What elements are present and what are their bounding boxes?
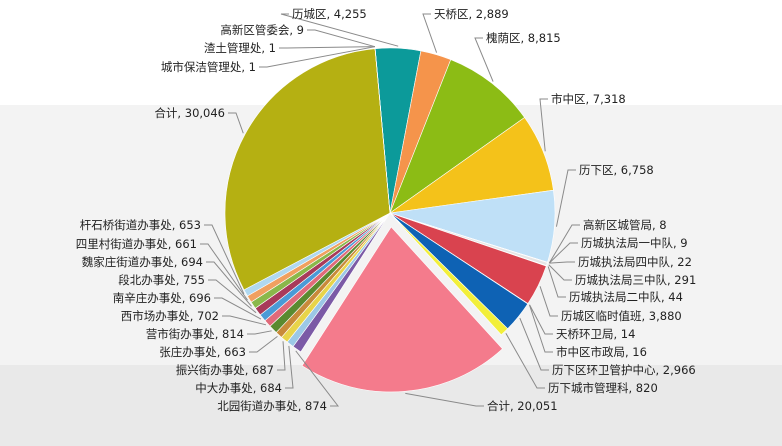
slice-label: 历城区临时值班, 3,880 [561, 309, 682, 323]
slice-label: 西市场办事处, 702 [121, 309, 219, 323]
slice-label: 合计, 20,051 [487, 399, 558, 413]
leader-line [204, 224, 245, 295]
leader-line [249, 335, 278, 353]
slice-label: 杆石桥街道办事处, 653 [80, 218, 201, 232]
slice-label: 段北办事处, 755 [118, 273, 205, 287]
leader-line [295, 350, 340, 407]
slice-labels: 历城区, 4,255 天桥区, 2,889 槐荫区, 8,815 市中区, 7,318… [76, 7, 697, 413]
slice-label: 历城执法局二中队, 44 [569, 290, 683, 304]
slice-label: 天桥区, 2,889 [434, 7, 509, 21]
slice-label: 南辛庄办事处, 696 [113, 291, 211, 305]
slice-label: 历城执法局四中队, 22 [578, 255, 692, 269]
leader-line [208, 279, 257, 314]
pie-slices [224, 47, 556, 393]
leader-line [549, 261, 575, 264]
leader-line [547, 266, 566, 298]
pie-slice[interactable] [301, 226, 503, 393]
leader-line [519, 317, 549, 371]
leader-line [405, 392, 484, 407]
slice-label: 历下城市管理科, 820 [548, 381, 658, 395]
leader-line [277, 341, 286, 371]
leader-line [422, 13, 438, 53]
leader-line [548, 264, 572, 281]
slice-label: 振兴街办事处, 687 [176, 363, 274, 377]
leader-line [228, 112, 244, 134]
leader-line [222, 315, 267, 326]
leader-line [528, 304, 553, 353]
slice-label: 槐荫区, 8,815 [486, 31, 561, 45]
leader-line [529, 304, 553, 335]
leader-line [539, 286, 558, 317]
leader-line [214, 297, 262, 320]
slice-label: 魏家庄街道办事处, 694 [82, 255, 203, 269]
leader-line [247, 330, 272, 335]
leader-lines [200, 13, 580, 407]
slice-label: 历下区环卫管护中心, 2,966 [552, 363, 696, 377]
slice-label: 张庄办事处, 663 [159, 345, 246, 359]
slice-label: 高新区管委会, 9 [220, 23, 304, 37]
slice-label: 四里村街道办事处, 661 [76, 237, 197, 251]
leader-line [505, 333, 545, 389]
slice-label: 北园街道办事处, 874 [217, 399, 327, 413]
leader-line [555, 169, 576, 227]
pie-slice[interactable] [389, 59, 525, 214]
pie-slice[interactable] [374, 48, 391, 214]
pie-slice[interactable] [224, 48, 391, 291]
slice-label: 合计, 30,046 [154, 106, 225, 120]
leader-line [549, 242, 578, 264]
slice-label: 市中区, 7,318 [551, 92, 626, 106]
leader-line [206, 261, 252, 307]
slice-label: 城市保洁管理处, 1 [161, 60, 256, 74]
leader-line [200, 243, 248, 301]
slice-label: 营市街办事处, 814 [146, 327, 244, 341]
leader-line [285, 345, 294, 389]
slice-label: 天桥环卫局, 14 [556, 327, 635, 341]
leader-line [474, 37, 494, 82]
leader-line [548, 224, 580, 264]
slice-label: 历下区, 6,758 [579, 163, 654, 177]
leader-line [279, 46, 375, 49]
leader-line [259, 46, 375, 68]
slice-label: 中大办事处, 684 [195, 381, 282, 395]
pie-slice[interactable] [389, 212, 509, 336]
leader-line [280, 13, 399, 47]
slice-label: 历城执法局一中队, 9 [581, 236, 688, 250]
slice-label: 历城执法局三中队, 291 [575, 273, 696, 287]
slice-label: 高新区城管局, 8 [583, 218, 667, 232]
slice-label: 历城区, 4,255 [292, 7, 367, 21]
leader-line [307, 29, 376, 48]
slice-label: 市中区市政局, 16 [556, 345, 647, 359]
slice-label: 渣土管理处, 1 [204, 41, 276, 55]
leader-line [539, 98, 548, 152]
